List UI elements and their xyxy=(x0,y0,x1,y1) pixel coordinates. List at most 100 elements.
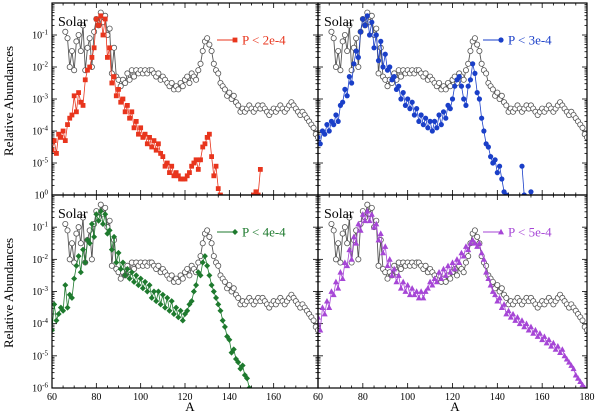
data-point xyxy=(182,176,188,182)
data-point xyxy=(89,55,95,60)
data-point xyxy=(97,208,104,215)
data-point xyxy=(65,122,70,127)
data-point xyxy=(323,297,330,304)
data-point xyxy=(447,269,454,275)
data-point xyxy=(149,144,155,150)
x-axis-label-right: A xyxy=(450,399,460,414)
solar-point xyxy=(184,73,191,80)
data-point xyxy=(438,275,445,282)
data-point xyxy=(102,16,108,22)
solar-point xyxy=(460,76,467,83)
data-point xyxy=(82,77,88,83)
data-point xyxy=(122,109,128,115)
data-point xyxy=(148,294,155,301)
data-point xyxy=(407,106,413,112)
data-point xyxy=(523,320,530,327)
solar-point xyxy=(339,38,346,45)
data-point xyxy=(159,291,166,298)
solar-point xyxy=(489,86,496,93)
data-point xyxy=(521,323,528,330)
solar-point xyxy=(332,64,339,71)
data-point xyxy=(226,336,233,343)
data-point xyxy=(319,304,326,310)
data-point xyxy=(67,115,73,121)
data-point xyxy=(566,359,573,365)
data-point xyxy=(119,259,126,266)
legend-label: P < 2e-4 xyxy=(242,33,286,48)
data-point xyxy=(52,301,58,308)
data-point xyxy=(507,314,514,320)
data-point xyxy=(208,282,215,289)
legend-label: P < 5e-4 xyxy=(508,225,552,240)
data-point xyxy=(384,262,391,269)
data-point xyxy=(492,291,499,298)
solar-point xyxy=(346,214,353,221)
data-point xyxy=(189,163,195,169)
data-point xyxy=(171,173,177,179)
solar-point xyxy=(478,60,485,67)
data-point xyxy=(331,122,337,128)
data-point xyxy=(324,122,330,128)
solar-point xyxy=(131,73,138,80)
data-point xyxy=(321,310,328,317)
data-point xyxy=(481,128,487,134)
solar-point xyxy=(483,70,490,77)
data-point xyxy=(164,160,170,166)
solar-point xyxy=(335,48,342,55)
data-point xyxy=(68,294,75,301)
data-point xyxy=(393,278,400,285)
data-point xyxy=(144,141,150,147)
data-point xyxy=(530,330,537,336)
data-point xyxy=(55,311,62,318)
data-point xyxy=(326,304,333,310)
solar-point xyxy=(442,278,449,285)
data-point xyxy=(418,288,425,294)
solar-point xyxy=(206,233,213,240)
solar-point xyxy=(195,67,202,74)
data-point xyxy=(487,281,494,288)
legend: P < 4e-4 xyxy=(217,225,286,240)
solar-point xyxy=(86,35,93,42)
solar-point xyxy=(584,327,587,334)
solar-point xyxy=(73,38,80,45)
solar-point xyxy=(84,44,91,51)
data-point xyxy=(116,87,121,92)
solar-point xyxy=(471,227,478,234)
solar-point xyxy=(474,41,481,48)
data-point xyxy=(257,167,263,172)
data-point xyxy=(357,29,364,35)
data-point xyxy=(204,262,211,269)
data-point xyxy=(98,13,104,19)
data-point xyxy=(411,291,418,298)
data-point xyxy=(521,192,527,195)
data-point xyxy=(191,160,197,166)
solar-point xyxy=(215,70,222,77)
solar-point xyxy=(126,76,133,83)
data-point xyxy=(501,301,508,307)
data-point xyxy=(405,96,411,102)
solar-point xyxy=(175,278,182,285)
data-point xyxy=(113,93,119,99)
data-point xyxy=(221,323,228,330)
x-tick-label: 60 xyxy=(313,392,323,403)
data-point xyxy=(76,90,81,95)
data-point xyxy=(146,282,153,289)
data-point xyxy=(318,134,321,140)
solar-point xyxy=(208,48,215,55)
solar-point xyxy=(328,28,335,35)
data-point xyxy=(480,256,487,262)
solar-point xyxy=(80,22,87,29)
data-point xyxy=(173,170,179,175)
data-point xyxy=(395,272,402,278)
data-point xyxy=(462,243,469,249)
data-point xyxy=(340,99,346,105)
data-point xyxy=(206,272,213,279)
x-tick-label: 180 xyxy=(580,392,595,403)
data-point xyxy=(204,135,210,140)
solar-point xyxy=(503,102,510,109)
data-point xyxy=(561,352,568,359)
data-point xyxy=(344,262,351,269)
solar-label: Solar xyxy=(58,15,88,30)
data-point xyxy=(201,253,208,260)
data-point xyxy=(492,157,498,163)
